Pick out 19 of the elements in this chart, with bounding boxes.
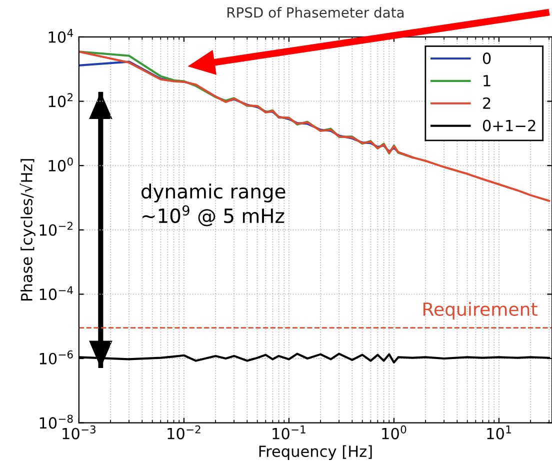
y-tick-label: 10$^{4}$ [48, 29, 73, 43]
y-tick-label: 10$^{2}$ [48, 93, 73, 108]
legend-label: 1 [484, 75, 490, 86]
annotation: dynamic range ~10$^{9}$ @ 5 mHz [142, 184, 286, 226]
ref-line-label: Requirement [423, 302, 538, 320]
y-tick-label: 10$^{−6}$ [40, 350, 73, 364]
x-tick-label: 10$^{0}$ [382, 425, 406, 440]
y-tick-label: 10$^{−2}$ [40, 222, 72, 236]
x-tick-label: 10$^{−2}$ [168, 425, 200, 440]
y-axis-title: Phase [cycles/√Hz] [20, 159, 36, 301]
legend-label: 2 [483, 97, 490, 109]
x-tick-label: 10$^{−1}$ [272, 426, 306, 440]
chart-title: RPSD of Phasemeter data [227, 6, 404, 18]
y-tick-label: 10$^{0}$ [48, 157, 73, 172]
y-tick-label: 10$^{−4}$ [40, 286, 73, 300]
x-tick-label: 10$^{1}$ [487, 426, 511, 440]
legend-label: 0 [482, 52, 491, 64]
legend-label: 0+1−2 [482, 120, 536, 132]
x-axis-title: Frequency [Hz] [259, 445, 372, 460]
